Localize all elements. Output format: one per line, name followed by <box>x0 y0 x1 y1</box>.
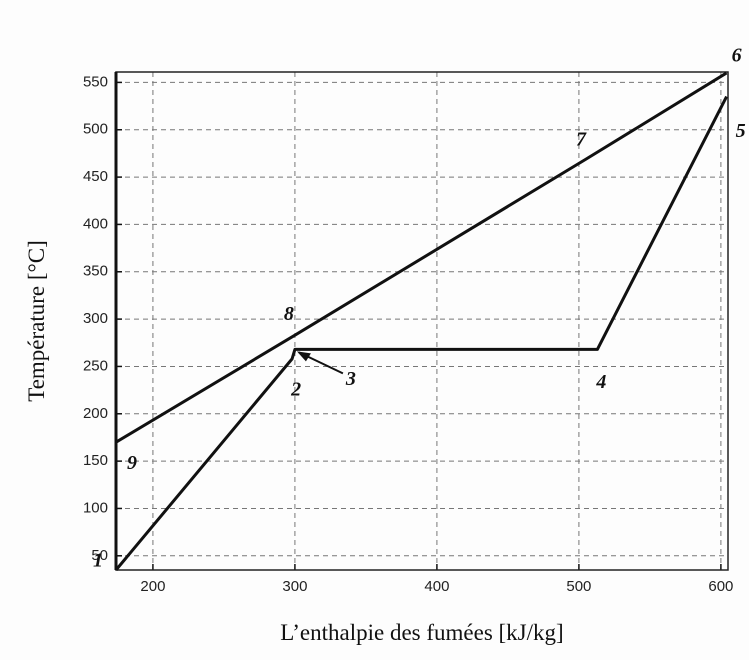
point-label: 9 <box>127 452 137 474</box>
y-tick-label: 300 <box>83 310 108 327</box>
x-tick-label: 200 <box>140 578 165 595</box>
y-tick-label: 500 <box>83 121 108 138</box>
point-label: 2 <box>290 378 301 400</box>
y-tick-label: 450 <box>83 168 108 185</box>
series-line <box>115 71 728 444</box>
x-tick-label: 400 <box>424 578 449 595</box>
point-label: 4 <box>595 371 606 393</box>
series-line <box>114 95 728 571</box>
point-label: 8 <box>284 303 294 325</box>
point-label: 1 <box>93 550 103 572</box>
y-tick-label: 400 <box>83 215 108 232</box>
y-tick-label: 550 <box>83 73 108 90</box>
y-tick-label: 150 <box>83 452 108 469</box>
annotation-arrowhead <box>296 351 311 362</box>
y-tick-label: 350 <box>83 263 108 280</box>
point-label: 5 <box>736 120 746 142</box>
y-axis-title: Température [°C] <box>24 240 49 401</box>
point-label: 3 <box>345 368 356 390</box>
y-tick-label: 50 <box>91 547 108 564</box>
x-axis-title: L’enthalpie des fumées [kJ/kg] <box>280 620 563 645</box>
y-tick-label: 250 <box>83 357 108 374</box>
x-tick-label: 500 <box>566 578 591 595</box>
point-label: 6 <box>732 45 742 67</box>
point-label: 7 <box>576 129 587 151</box>
x-tick-label: 600 <box>708 578 733 595</box>
y-tick-label: 100 <box>83 499 108 516</box>
x-tick-label: 300 <box>282 578 307 595</box>
y-tick-label: 200 <box>83 405 108 422</box>
